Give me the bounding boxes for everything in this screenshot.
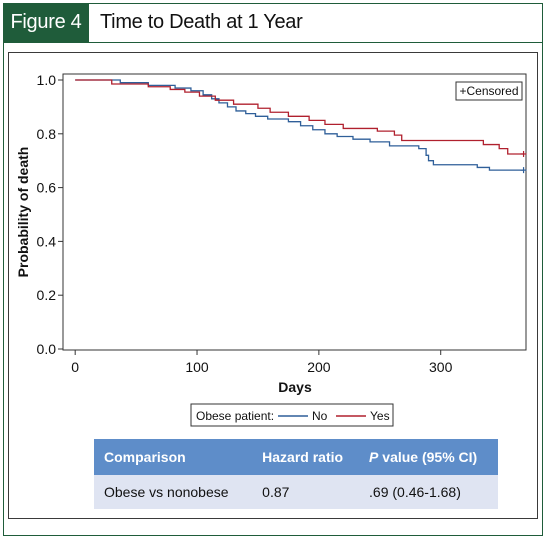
- y-axis: 0.0 0.2 0.4 0.6 0.8 1.0: [37, 72, 63, 357]
- cell-hazard-ratio: 0.87: [252, 475, 360, 509]
- p-value-heading: value (95% CI): [382, 449, 478, 465]
- y-tick-label: 0.2: [37, 287, 57, 303]
- table-header-row: Comparison Hazard ratio P value (95% CI): [94, 439, 498, 475]
- y-tick-label: 0.6: [37, 180, 57, 196]
- series-line-no: [75, 79, 524, 171]
- y-tick-label: 0.8: [37, 126, 57, 142]
- series-line-yes: [75, 79, 524, 155]
- header-comparison: Comparison: [94, 439, 253, 475]
- legend: Obese patient: No Yes: [190, 403, 394, 427]
- series-group: [75, 79, 527, 174]
- x-tick-label: 200: [307, 359, 331, 375]
- header-hazard-ratio: Hazard ratio: [252, 439, 360, 475]
- hazard-table: Comparison Hazard ratio P value (95% CI)…: [94, 439, 498, 509]
- plot-area: [62, 73, 527, 351]
- plot-panel: [8, 52, 538, 519]
- survival-chart: 0.00.20.40.60.81.0 0 100 200 300 +Censored …: [15, 72, 527, 427]
- header-p-value: P value (95% CI): [359, 439, 498, 475]
- y-tick-label: 1.0: [37, 72, 57, 88]
- censored-marker: [520, 167, 527, 174]
- x-axis-label: Days: [278, 379, 312, 395]
- x-tick-label: 0: [71, 359, 79, 375]
- x-tick-label: 300: [429, 359, 453, 375]
- cell-p-value: .69 (0.46-1.68): [359, 475, 498, 509]
- legend-title: Obese patient:: [196, 409, 274, 423]
- figure-header: Figure 4 Time to Death at 1 Year: [3, 3, 543, 43]
- figure-label: Figure 4: [3, 3, 89, 42]
- x-axis: 0 100 200 300: [71, 350, 453, 375]
- y-tick-label: 0.4: [37, 233, 57, 249]
- p-label: P: [369, 449, 379, 465]
- censored-marker: [520, 150, 527, 157]
- legend-label-no: No: [312, 409, 328, 423]
- y-axis-label: Probability of death: [15, 147, 31, 278]
- censored-note-box: +Censored: [455, 81, 523, 101]
- figure-title: Time to Death at 1 Year: [100, 11, 303, 33]
- x-tick-label: 100: [185, 359, 209, 375]
- censored-note: +Censored: [459, 84, 518, 98]
- table-row: Obese vs nonobese 0.87 .69 (0.46-1.68): [94, 475, 498, 509]
- legend-label-yes: Yes: [370, 409, 390, 423]
- cell-comparison: Obese vs nonobese: [94, 475, 253, 509]
- y-tick-label: 0.0: [37, 341, 57, 357]
